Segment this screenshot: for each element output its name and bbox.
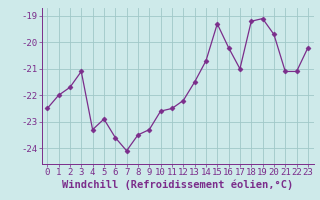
X-axis label: Windchill (Refroidissement éolien,°C): Windchill (Refroidissement éolien,°C) xyxy=(62,180,293,190)
